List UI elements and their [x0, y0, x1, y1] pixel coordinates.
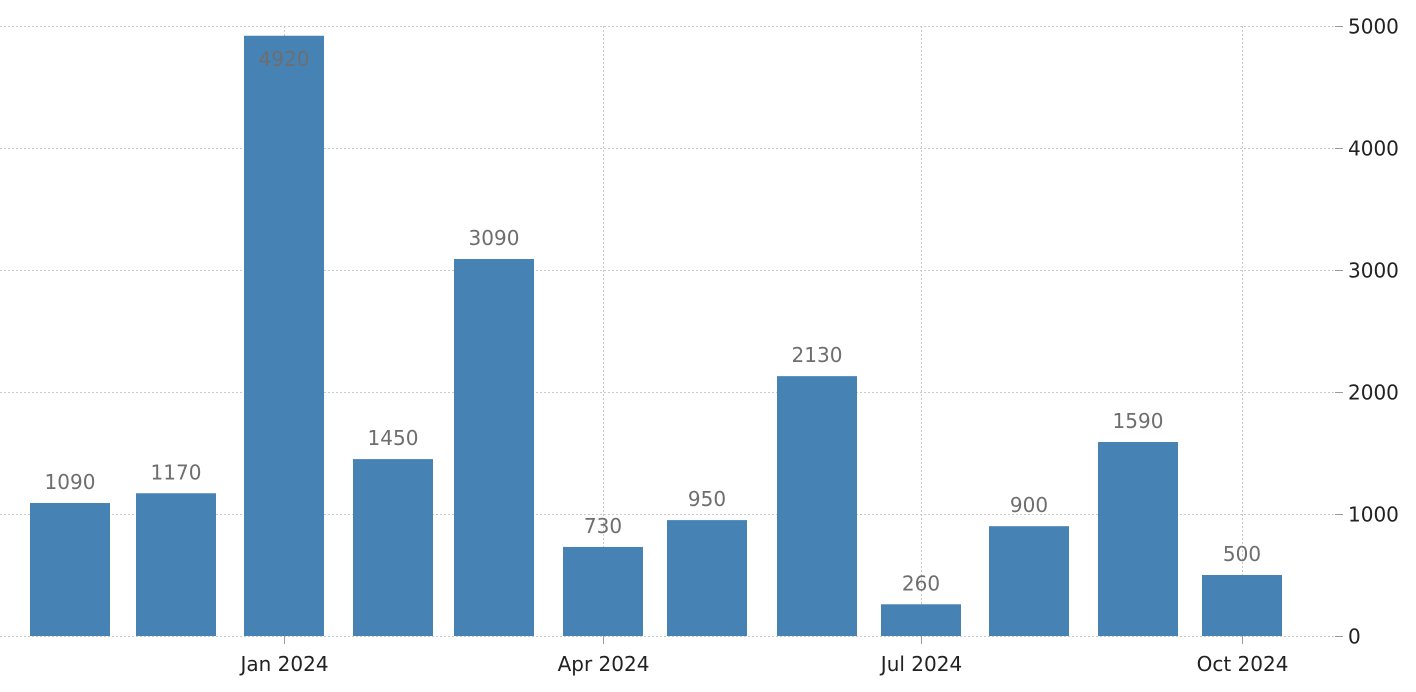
bar	[136, 493, 216, 636]
y-tick-label: 1000	[1348, 503, 1399, 527]
bar	[454, 259, 534, 636]
data-label: 950	[688, 487, 726, 511]
data-label: 4920	[259, 47, 310, 71]
bar	[563, 546, 643, 636]
bar	[777, 376, 857, 636]
y-tick-label: 3000	[1348, 259, 1399, 283]
data-label: 730	[584, 514, 622, 538]
data-label: 900	[1010, 493, 1048, 517]
x-tick-label: Jul 2024	[879, 652, 962, 676]
bar	[1202, 575, 1282, 636]
data-label: 1170	[151, 460, 202, 484]
data-label: 1450	[368, 426, 419, 450]
bar	[353, 459, 433, 636]
y-axis: 0 1000 2000 3000 4000 5000	[1335, 15, 1399, 649]
data-label: 500	[1223, 542, 1261, 566]
data-label: 3090	[469, 226, 520, 250]
data-label: 1590	[1113, 409, 1164, 433]
bar	[881, 604, 961, 636]
y-tick-label: 4000	[1348, 137, 1399, 161]
x-tick-label: Oct 2024	[1197, 652, 1289, 676]
x-axis: Jan 2024 Apr 2024 Jul 2024 Oct 2024	[238, 636, 1288, 676]
bar	[989, 526, 1069, 636]
data-labels: 1090 1170 4920 1450 3090 730 950 2130 260 900 1590…	[45, 47, 1262, 596]
bars	[30, 35, 1282, 636]
bar	[1098, 442, 1178, 636]
bar	[30, 503, 110, 636]
bar	[667, 520, 747, 636]
data-label: 1090	[45, 470, 96, 494]
x-tick-label: Apr 2024	[558, 652, 650, 676]
x-tick-label: Jan 2024	[238, 652, 328, 676]
data-label: 260	[902, 571, 940, 595]
data-label: 2130	[792, 343, 843, 367]
y-tick-label: 5000	[1348, 15, 1399, 39]
y-tick-label: 0	[1348, 625, 1361, 649]
bar	[244, 35, 324, 636]
y-tick-label: 2000	[1348, 381, 1399, 405]
